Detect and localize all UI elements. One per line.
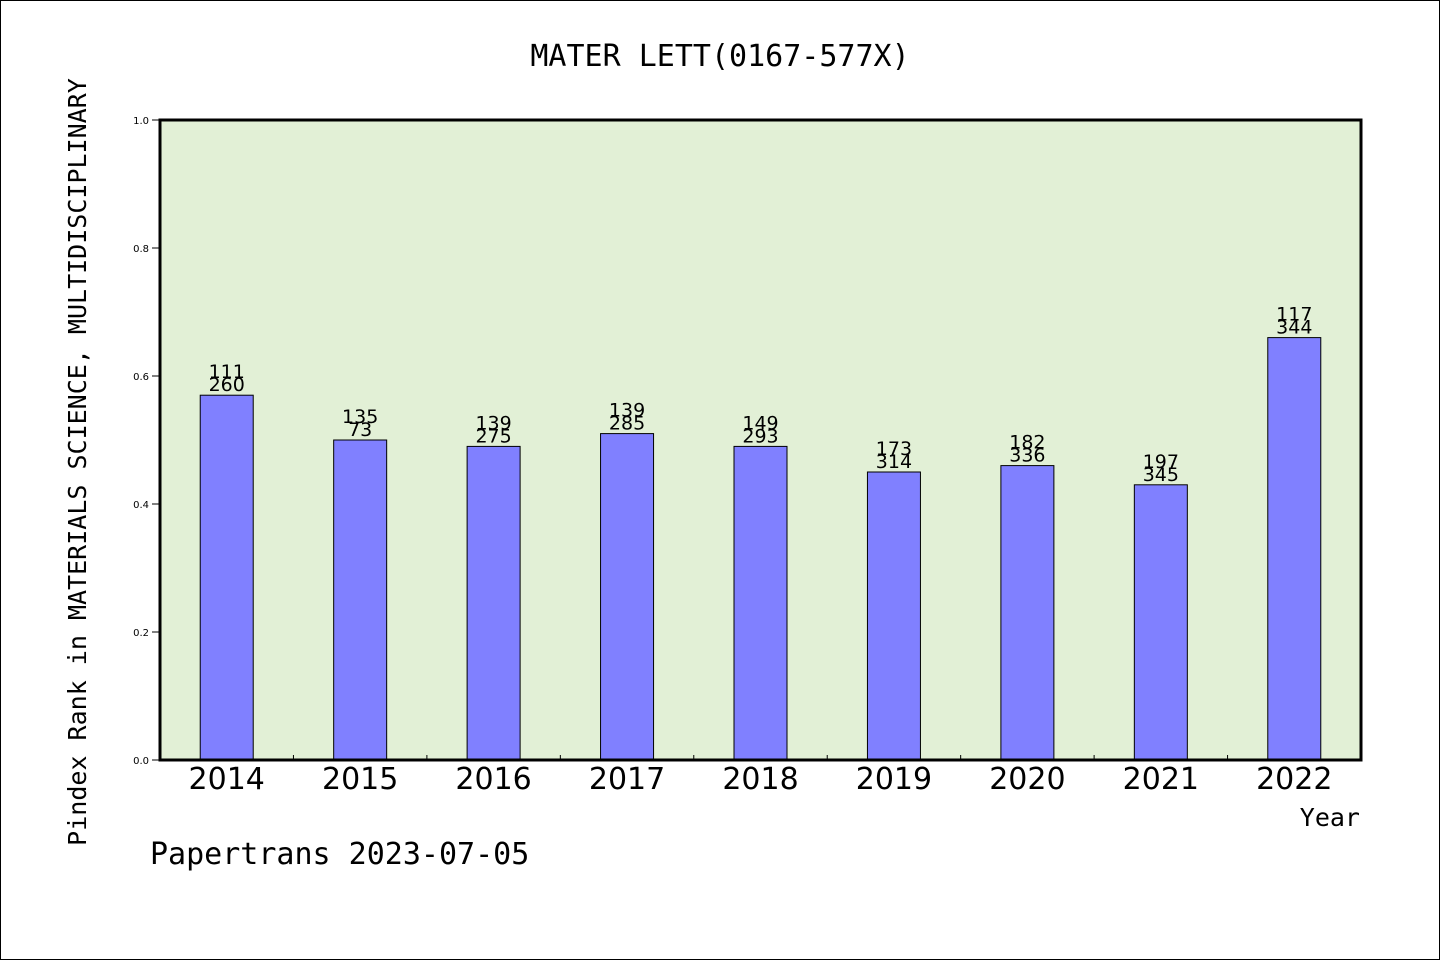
x-axis: 2014 2015 2016 2017 2018 2019 2020 2021 2022 (189, 755, 1332, 797)
x-tick-label-2019: 2019 (856, 762, 932, 797)
x-tick-label-2022: 2022 (1256, 762, 1332, 797)
x-tick-label-2014: 2014 (189, 762, 265, 797)
bar-2020 (1000, 465, 1055, 761)
bar-label-top-2015: 135 (342, 406, 378, 428)
bar-2019 (866, 471, 921, 761)
bar-label-top-2018: 149 (742, 412, 778, 434)
bar-label-top-2016: 139 (475, 412, 511, 434)
y-tick-label: 0.4 (133, 500, 149, 511)
x-tick-label-2017: 2017 (589, 762, 665, 797)
bar-label-top-2021: 197 (1143, 451, 1179, 473)
plot-border (158, 118, 1363, 762)
bar-label-bottom-2020: 336 (1009, 445, 1045, 467)
bar-label-bottom-2021: 345 (1143, 464, 1179, 486)
bars (199, 337, 1322, 761)
bar-2018 (733, 445, 788, 761)
y-tick-label: 0.8 (133, 244, 149, 255)
bar-2022 (1267, 337, 1322, 761)
bar-2014 (199, 394, 254, 761)
bar-label-bottom-2019: 314 (876, 451, 912, 473)
bar-label-top-2019: 173 (876, 438, 912, 460)
x-tick-label-2015: 2015 (322, 762, 398, 797)
bar-label-top-2022: 117 (1276, 304, 1312, 326)
bar-2017 (600, 433, 655, 761)
bar-label-top-2020: 182 (1009, 432, 1045, 454)
bar-label-top-2014: 111 (209, 361, 245, 383)
y-axis: 0.0 0.2 0.4 0.6 0.8 1.0 (133, 116, 160, 767)
bar-label-bottom-2016: 275 (475, 425, 511, 447)
y-tick-label: 0.0 (133, 756, 149, 767)
bar-2021 (1133, 484, 1188, 761)
x-axis-label: Year (1300, 803, 1360, 832)
bar-label-bottom-2022: 344 (1276, 317, 1312, 339)
bar-2015 (333, 439, 388, 761)
bar-label-top-2017: 139 (609, 400, 645, 422)
x-tick-label-2016: 2016 (455, 762, 531, 797)
chart-title: MATER LETT(0167-577X) (530, 39, 909, 74)
bar-label-bottom-2014: 260 (209, 374, 245, 396)
bar-2016 (466, 445, 521, 761)
y-tick-label: 1.0 (133, 116, 149, 127)
bar-label-bottom-2017: 285 (609, 413, 645, 435)
y-tick-label: 0.2 (133, 628, 149, 639)
x-tick-label-2018: 2018 (722, 762, 798, 797)
bar-label-bottom-2015: 73 (348, 419, 372, 441)
x-tick-label-2021: 2021 (1123, 762, 1199, 797)
y-axis-label: Pindex Rank in MATERIALS SCIENCE, MULTID… (63, 78, 92, 846)
bar-label-bottom-2018: 293 (742, 425, 778, 447)
footer-credit: Papertrans 2023-07-05 (150, 837, 529, 872)
y-tick-label: 0.6 (133, 372, 149, 383)
x-tick-label-2020: 2020 (989, 762, 1065, 797)
